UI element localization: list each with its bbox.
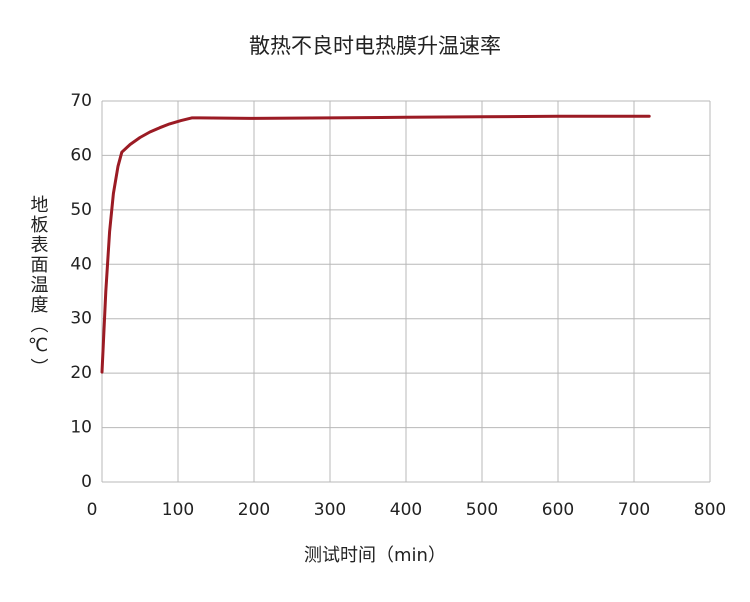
y-tick-label: 70 — [70, 91, 92, 111]
x-tick-label: 800 — [694, 500, 726, 520]
y-axis-title: 地板表面温度（℃） — [28, 195, 49, 378]
y-tick-label: 50 — [70, 200, 92, 220]
x-tick-label: 400 — [390, 500, 422, 520]
y-tick-label: 20 — [70, 363, 92, 383]
y-tick-label: 40 — [70, 254, 92, 274]
x-tick-label: 200 — [238, 500, 270, 520]
chart-title: 散热不良时电热膜升温速率 — [249, 34, 501, 58]
y-tick-label: 60 — [70, 145, 92, 165]
x-tick-label: 100 — [162, 500, 194, 520]
line-series — [100, 114, 651, 374]
y-tick-label: 10 — [70, 418, 92, 438]
y-tick-label: 30 — [70, 309, 92, 329]
x-tick-label: 700 — [618, 500, 650, 520]
y-tick-label: 0 — [81, 472, 92, 492]
x-axis-title: 测试时间（min） — [304, 545, 446, 566]
x-tick-label: 0 — [87, 500, 98, 520]
x-tick-label: 600 — [542, 500, 574, 520]
x-tick-label: 300 — [314, 500, 346, 520]
x-tick-label: 500 — [466, 500, 498, 520]
